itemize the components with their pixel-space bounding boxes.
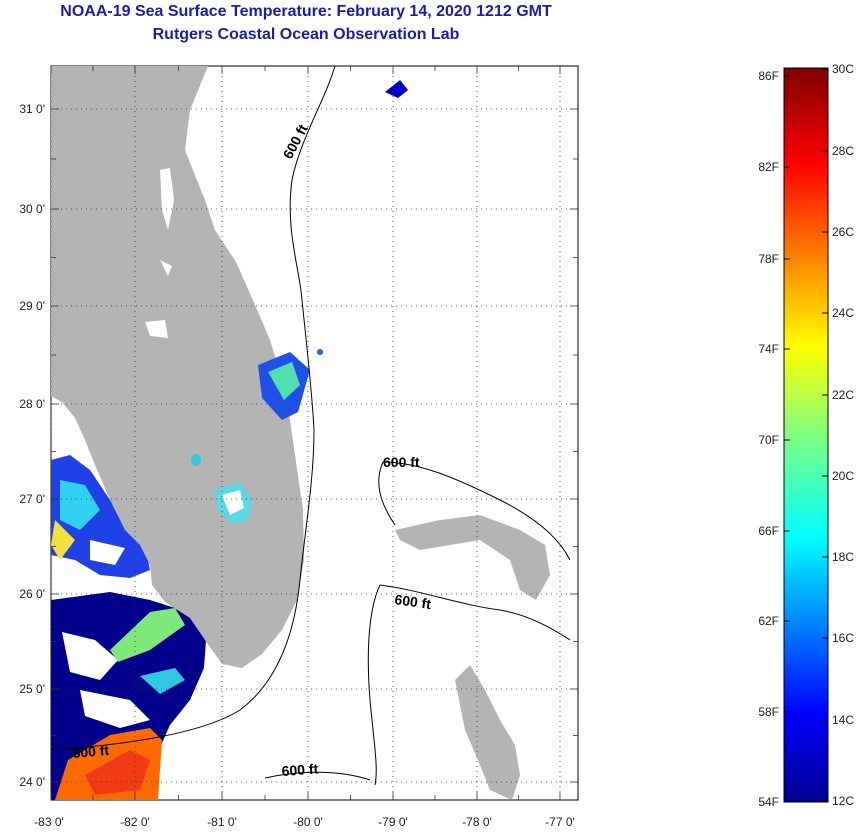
contour-600ft-andros-north [379,584,571,641]
inland-water [160,168,174,230]
lon-label: -77 0' [545,815,575,829]
map-title: NOAA-19 Sea Surface Temperature: Februar… [60,3,552,20]
lat-label: 31 0' [19,102,45,116]
colorbar-f-label: 74F [758,342,779,356]
colorbar-f-label: 86F [758,69,779,83]
latitude-labels: 31 0' 30 0' 29 0' 28 0' 27 0' 26 0' 25 0… [19,102,45,789]
colorbar-f-label: 82F [758,160,779,174]
andros-island [455,665,520,800]
lon-label: -83 0' [34,815,64,829]
colorbar-c-label: 18C [832,550,854,564]
colorbar-f-label: 54F [758,795,779,809]
offshore-patch [385,80,408,98]
colorbar-ticks [784,68,828,803]
west-coast-yellow [51,520,75,560]
colorbar-c-label: 22C [832,388,854,402]
colorbar-c-label: 14C [832,713,854,727]
offshore-patch [317,349,323,355]
colorbar-c-label: 26C [832,225,854,239]
lon-label: -82 0' [120,815,150,829]
contour-600ft-florida [51,66,336,751]
colorbar-f-label: 78F [758,252,779,266]
east-coast-green [268,362,300,400]
colorbar-f-label: 70F [758,433,779,447]
map-subtitle: Rutgers Coastal Ocean Observation Lab [152,26,460,43]
colorbar-c-label: 30C [832,62,854,76]
lon-label: -81 0' [207,815,237,829]
contour-600ft-andros-west [367,584,381,786]
colorbar-celsius-labels: 30C 28C 26C 24C 22C 20C 18C 16C 14C 12C [832,62,854,808]
lat-label: 29 0' [19,299,45,313]
lon-label: -80 0' [293,815,323,829]
cloud-gap [62,632,118,680]
contour-label: 600 ft [72,742,110,761]
warm-patch-cyan [140,668,185,694]
warm-patch-green [110,608,185,662]
colorbar-fahrenheit-labels: 86F 82F 78F 74F 70F 66F 62F 58F 54F [758,69,779,809]
warm-water-core [85,750,150,795]
lat-label: 27 0' [19,492,45,506]
contour-label: 600 ft [383,454,420,470]
lon-label: -78 0' [462,815,492,829]
lake-okeechobee-cloud [222,490,244,515]
lat-label: 24 0' [19,775,45,789]
lat-label: 30 0' [19,202,45,216]
lon-label: -79 0' [378,815,408,829]
cloud-gap [80,690,150,728]
west-coast-cyan [60,480,100,530]
colorbar-f-label: 66F [758,524,779,538]
lat-label: 28 0' [19,397,45,411]
contour-600ft-bahamas-west [378,461,396,526]
inland-water [160,260,172,276]
longitude-labels: -83 0' -82 0' -81 0' -80 0' -79 0' -78 0… [34,815,575,829]
cloud-gap [90,540,125,565]
colorbar-f-label: 58F [758,705,779,719]
lat-label: 26 0' [19,587,45,601]
colorbar-c-label: 28C [832,144,854,158]
colorbar-c-label: 12C [832,794,854,808]
colorbar-c-label: 20C [832,469,854,483]
graticule [50,66,578,800]
contour-600ft-bahamas [382,461,571,561]
contour-600ft-keys [264,771,371,781]
lat-label: 25 0' [19,682,45,696]
colorbar-c-label: 24C [832,306,854,320]
colorbar-f-label: 62F [758,614,779,628]
contour-label: 600 ft [394,591,433,612]
inland-water [145,320,168,338]
inland-lake [191,454,201,466]
colorbar-c-label: 16C [832,631,854,645]
contour-label: 600 ft [281,760,319,779]
colorbar [783,67,829,803]
grand-bahama-abaco [395,515,550,600]
